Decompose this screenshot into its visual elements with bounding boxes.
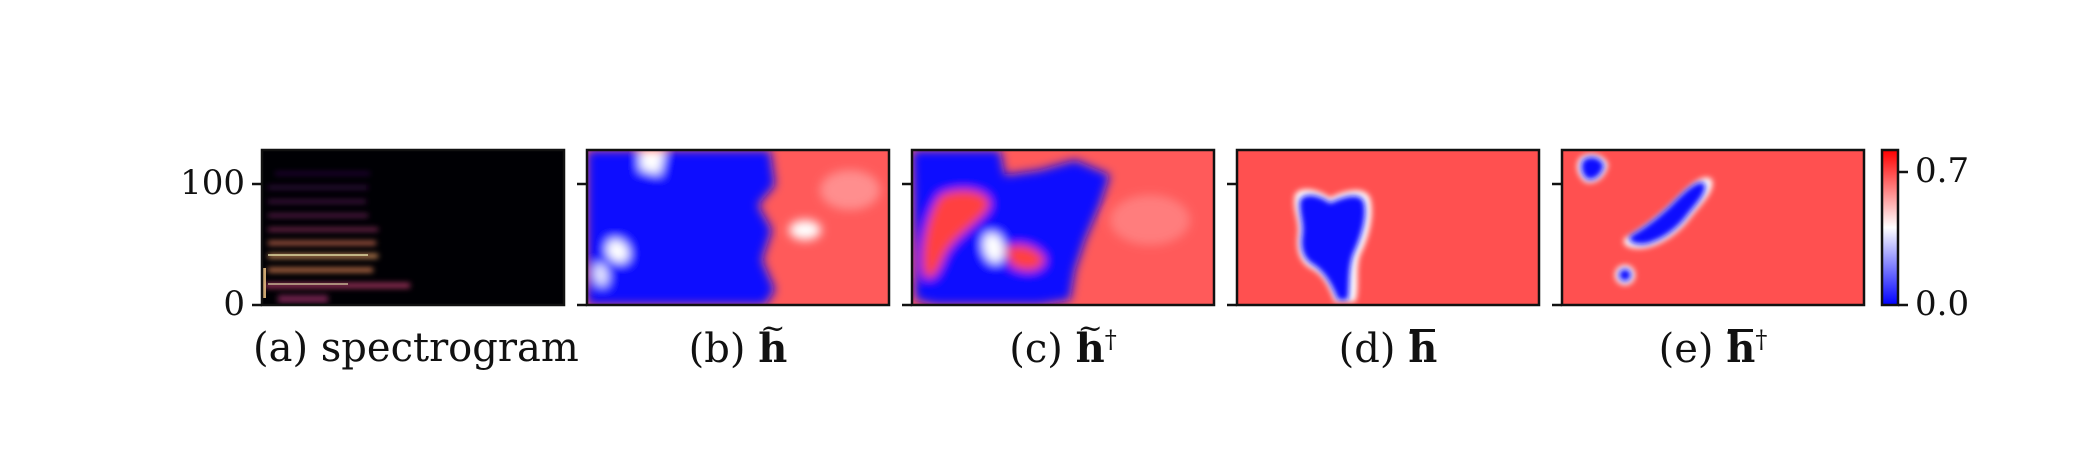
panel-c-heatmap [912, 150, 1214, 305]
ytick-label-0: 0 [223, 284, 245, 324]
spectrogram-frame [260, 148, 566, 307]
caption-b-prefix: (b) [688, 326, 746, 372]
caption-b-letter: h [758, 325, 788, 372]
caption-c-prefix: (c) [1009, 326, 1063, 372]
colorbar-label-high: 0.7 [1915, 151, 1970, 191]
colorbar-frame [1880, 148, 1900, 307]
colorbar-label-low: 0.0 [1915, 284, 1970, 324]
panel-b-frame [585, 148, 891, 307]
caption-b: (b) ~ h [578, 311, 898, 372]
ytick-label-100: 100 [180, 163, 245, 203]
caption-e-letter: h [1726, 325, 1756, 372]
caption-c-symbol: ~ h [1075, 311, 1105, 372]
caption-b-symbol: ~ h [758, 311, 788, 372]
panel-e-frame [1560, 148, 1866, 307]
panel-c-frame [910, 148, 1216, 307]
caption-e-prefix: (e) [1658, 326, 1714, 372]
caption-e: (e) h† [1553, 325, 1873, 372]
spectrogram-panel [262, 150, 564, 305]
panel-d-frame [1235, 148, 1541, 307]
caption-a: (a) spectrogram [253, 325, 579, 371]
caption-a-prefix: (a) [253, 325, 309, 371]
caption-d: (d) h [1228, 325, 1548, 372]
caption-d-letter: h [1408, 325, 1438, 372]
caption-d-prefix: (d) [1338, 326, 1396, 372]
panel-d-heatmap [1237, 150, 1539, 305]
caption-d-symbol: h [1408, 325, 1437, 372]
caption-c-letter: h [1075, 325, 1105, 372]
caption-c-dagger: † [1104, 325, 1117, 354]
caption-e-dagger: † [1755, 325, 1768, 354]
colorbar [1882, 150, 1898, 305]
caption-e-symbol: h [1726, 325, 1755, 372]
panel-b-heatmap [587, 150, 889, 305]
caption-c: (c) ~ h† [903, 311, 1223, 372]
panel-e-heatmap [1562, 150, 1864, 305]
caption-a-text: spectrogram [320, 325, 579, 371]
